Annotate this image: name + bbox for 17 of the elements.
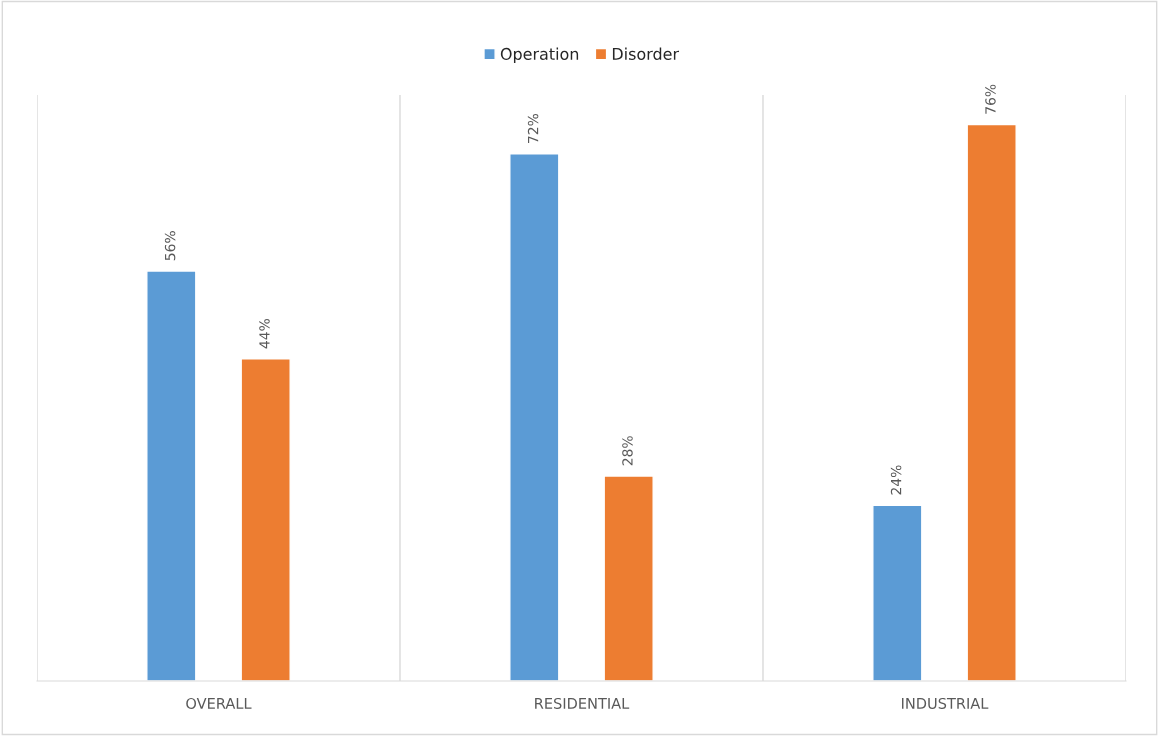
- bar: [240, 358, 291, 681]
- data-label: 56%: [164, 231, 176, 261]
- bar: [509, 153, 560, 681]
- data-label: 72%: [527, 113, 539, 143]
- bar: [966, 123, 1017, 681]
- data-label: 28%: [622, 436, 633, 466]
- x-tick-label: RESIDENTIAL: [535, 697, 630, 709]
- x-tick-label: OVERALL: [186, 697, 252, 709]
- data-label: 44%: [259, 318, 270, 349]
- data-label: 76%: [985, 84, 996, 114]
- data-label: 24%: [890, 465, 902, 495]
- legend-label: Disorder: [612, 47, 680, 60]
- x-tick-label: INDUSTRIAL: [902, 697, 989, 709]
- bar: [872, 504, 923, 681]
- bar: [603, 475, 654, 681]
- bar: [146, 270, 197, 681]
- legend-label: Operation: [500, 47, 579, 64]
